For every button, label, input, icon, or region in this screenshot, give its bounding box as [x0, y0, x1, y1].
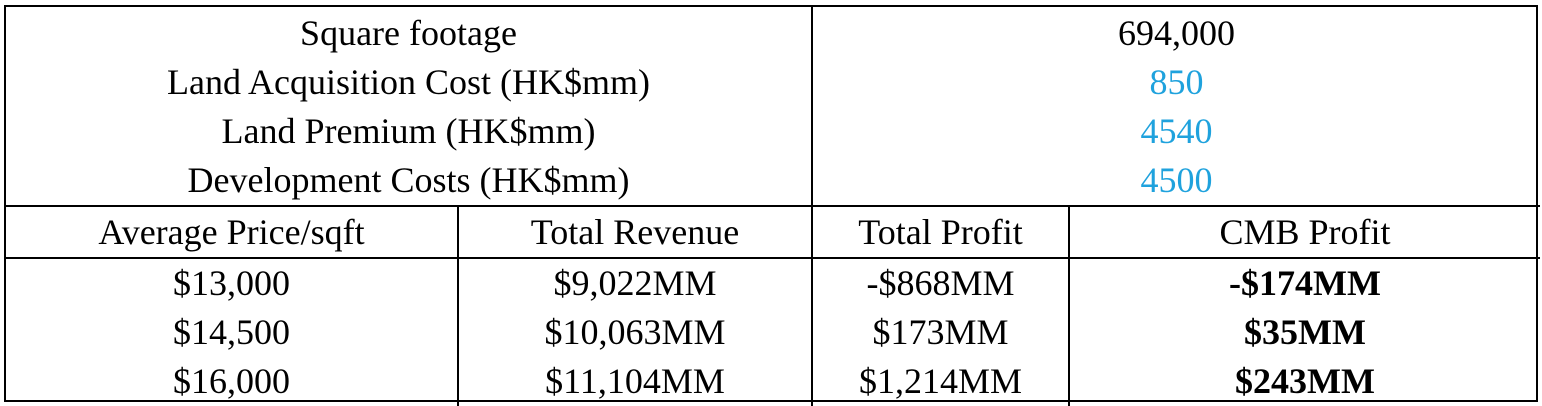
header-total-revenue: Total Revenue — [458, 206, 814, 259]
header-avg-price: Average Price/sqft — [6, 206, 459, 259]
profit-table: Square footage Land Acquisition Cost (HK… — [6, 7, 1541, 406]
inputs-block: Square footage Land Acquisition Cost (HK… — [6, 7, 1541, 207]
input-label-land-premium: Land Premium (HK$mm) — [221, 111, 596, 151]
input-value-square-footage: 694,000 — [1118, 13, 1236, 53]
cell-total-profit: $173MM — [812, 308, 1071, 357]
cell-total-profit: $1,214MM — [812, 357, 1071, 406]
cell-cmb-profit: $243MM — [1235, 361, 1375, 401]
cell-cmb-profit: $35MM — [1244, 312, 1366, 352]
scenario-table: Square footage Land Acquisition Cost (HK… — [4, 5, 1541, 406]
table-row: $13,000 $9,022MM -$868MM -$174MM — [6, 258, 1540, 308]
cell-avg-price: $13,000 — [6, 258, 459, 308]
table-row: $16,000 $11,104MM $1,214MM $243MM — [6, 357, 1540, 406]
cell-avg-price: $14,500 — [6, 308, 459, 357]
cell-cmb-profit: -$174MM — [1229, 263, 1381, 303]
input-values-cell: 694,000 850 4540 4500 — [812, 7, 1541, 207]
input-value-land-acquisition: 850 — [1149, 62, 1204, 102]
header-cmb-profit: CMB Profit — [1069, 206, 1541, 259]
cell-total-revenue: $10,063MM — [458, 308, 814, 357]
column-header-row: Average Price/sqft Total Revenue Total P… — [6, 206, 1541, 259]
input-label-square-footage: Square footage — [300, 13, 517, 53]
cell-total-revenue: $11,104MM — [458, 357, 814, 406]
cell-total-revenue: $9,022MM — [458, 258, 814, 308]
header-total-profit: Total Profit — [812, 206, 1071, 259]
input-value-land-premium: 4540 — [1140, 111, 1213, 151]
cell-total-profit: -$868MM — [812, 258, 1071, 308]
input-label-land-acquisition: Land Acquisition Cost (HK$mm) — [167, 62, 650, 102]
cell-avg-price: $16,000 — [6, 357, 459, 406]
table-row: $14,500 $10,063MM $173MM $35MM — [6, 308, 1540, 357]
input-value-development-costs: 4500 — [1140, 160, 1213, 200]
input-label-development-costs: Development Costs (HK$mm) — [187, 160, 630, 200]
input-labels-cell: Square footage Land Acquisition Cost (HK… — [6, 7, 814, 207]
